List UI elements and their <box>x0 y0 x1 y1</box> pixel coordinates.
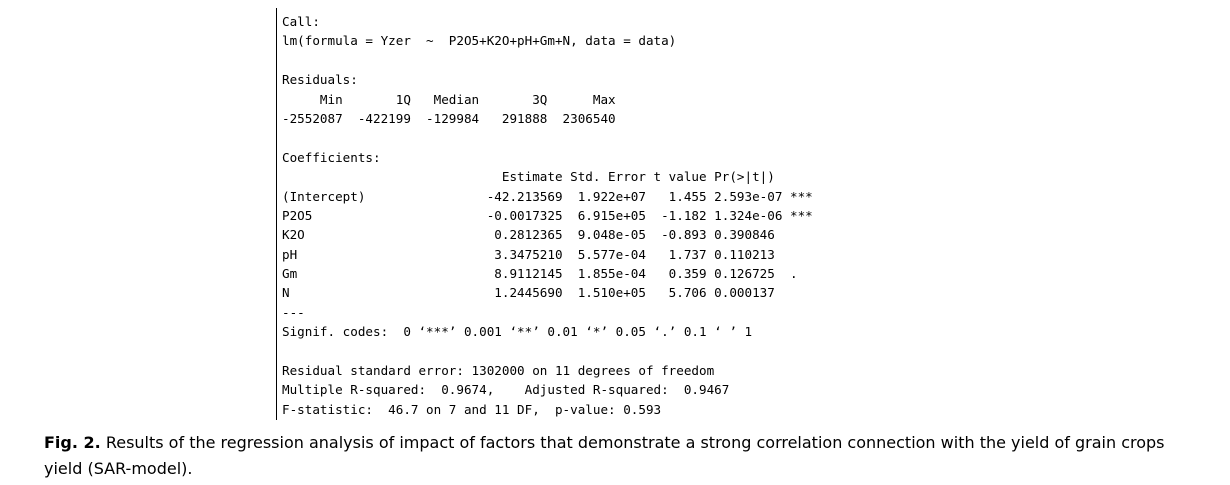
signif-codes: Signif. codes: 0 ‘***’ 0.001 ‘**’ 0.01 ‘… <box>282 324 753 340</box>
blank-line <box>282 128 936 147</box>
residuals-header: Residuals: <box>282 72 358 88</box>
coefficient-row-ph: pH 3.3475210 5.577e-04 1.737 0.110213 <box>282 246 775 262</box>
r-squared: Multiple R-squared: 0.9674, Adjusted R-s… <box>282 382 730 398</box>
figure-caption: Fig. 2. Results of the regression analys… <box>44 430 1204 482</box>
f-statistic: F-statistic: 46.7 on 7 and 11 DF, p-valu… <box>282 401 662 417</box>
blank-line <box>282 342 936 361</box>
residuals-columns: Min 1Q Median 3Q Max <box>282 91 616 107</box>
residuals-values: -2552087 -422199 -129984 291888 2306540 <box>282 110 616 126</box>
coefficient-row-k2o: K2O 0.2812365 9.048e-05 -0.893 0.390846 <box>282 227 775 243</box>
blank-line <box>282 51 936 70</box>
coefficients-columns: Estimate Std. Error t value Pr(>|t|) <box>282 169 775 185</box>
call-formula: lm(formula = Yzer ~ P2O5+K2O+pH+Gm+N, da… <box>282 33 677 49</box>
caption-text: Results of the regression analysis of im… <box>44 433 1165 478</box>
separator: --- <box>282 304 305 320</box>
coefficient-row-n: N 1.2445690 1.510e+05 5.706 0.000137 <box>282 285 775 301</box>
coefficient-row-p2o5: P2O5 -0.0017325 6.915e+05 -1.182 1.324e-… <box>282 207 813 223</box>
coefficient-row-gm: Gm 8.9112145 1.855e-04 0.359 0.126725 . <box>282 266 798 282</box>
r-console-output: Call: lm(formula = Yzer ~ P2O5+K2O+pH+Gm… <box>276 8 936 420</box>
coefficients-header: Coefficients: <box>282 149 381 165</box>
figure-label: Fig. 2. <box>44 433 101 452</box>
call-header: Call: <box>282 14 320 29</box>
coefficient-row-intercept: (Intercept) -42.213569 1.922e+07 1.455 2… <box>282 188 813 204</box>
residual-standard-error: Residual standard error: 1302000 on 11 d… <box>282 363 715 379</box>
